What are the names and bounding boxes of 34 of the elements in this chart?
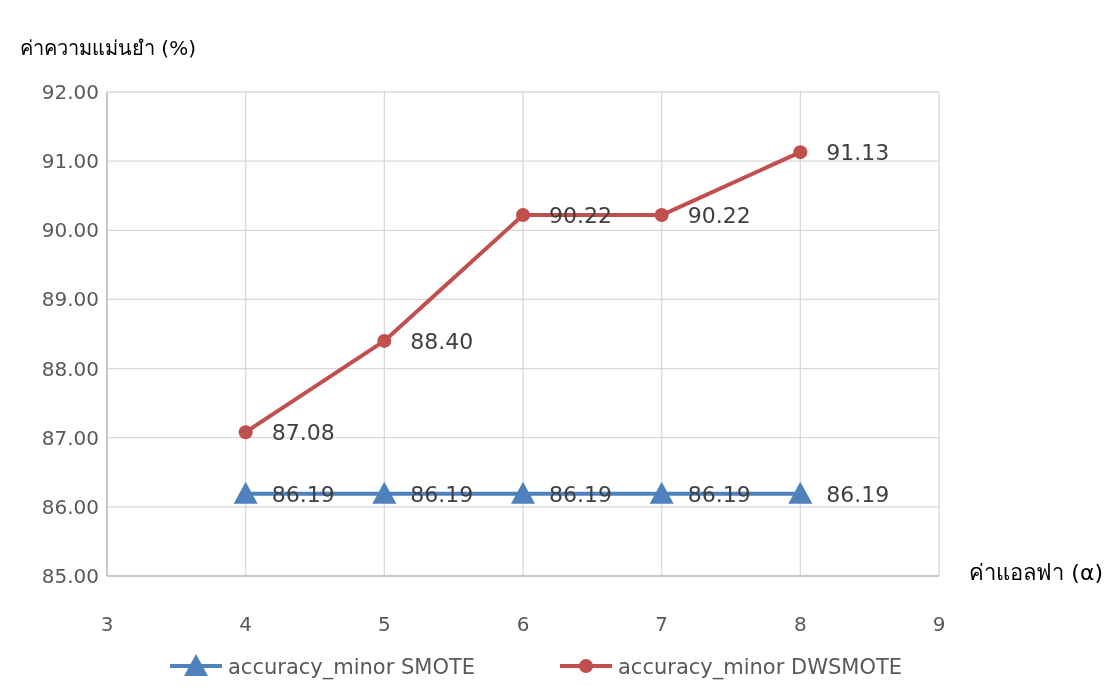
point — [516, 208, 530, 223]
y-tick: 92.00 — [41, 80, 99, 104]
y-tick: 86.00 — [41, 494, 99, 519]
x-tick: 7 — [655, 612, 669, 636]
x-tick: 9 — [932, 612, 946, 636]
x-tick: 4 — [239, 612, 253, 636]
y-tick: 90.00 — [41, 218, 99, 243]
value-label: 88.40 — [410, 328, 474, 354]
x-tick: 5 — [377, 612, 391, 636]
ylabel: ค่าความแม่นยำ (%) — [20, 36, 196, 60]
point — [377, 333, 392, 348]
legend-label: accuracy_minor SMOTE — [228, 655, 476, 680]
point — [654, 208, 669, 223]
x-tick: 3 — [100, 612, 114, 636]
point — [372, 481, 397, 504]
point — [238, 425, 253, 440]
xlabel: ค่าแอลฟา (α) — [969, 560, 1103, 585]
point — [511, 481, 535, 504]
x-tick: 6 — [516, 612, 530, 636]
y-tick: 85.00 — [41, 564, 99, 588]
legend-label: accuracy_minor DWSMOTE — [618, 655, 903, 680]
point — [649, 481, 674, 504]
value-label: 86.19 — [826, 481, 890, 507]
y-tick: 89.00 — [41, 287, 99, 312]
y-tick: 91.00 — [41, 149, 99, 174]
value-label: 91.13 — [826, 140, 890, 166]
y-tick: 88.00 — [41, 356, 99, 381]
point — [793, 145, 808, 160]
x-tick: 8 — [793, 612, 807, 636]
value-label: 87.08 — [271, 420, 335, 446]
y-tick: 87.00 — [41, 425, 99, 450]
value-label: 90.22 — [687, 203, 751, 229]
point — [233, 481, 258, 504]
point — [788, 481, 813, 504]
